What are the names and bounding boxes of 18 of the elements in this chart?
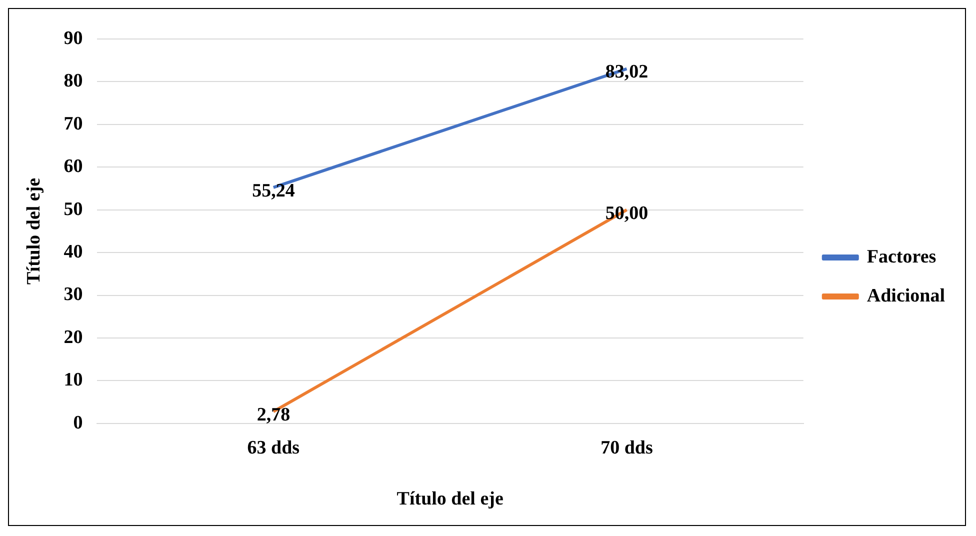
data-label: 2,78 — [256, 404, 290, 426]
y-tick-label: 60 — [64, 156, 83, 178]
x-tick-label: 70 dds — [600, 438, 653, 459]
data-label: 55,24 — [252, 180, 296, 202]
y-tick-label: 20 — [64, 326, 83, 348]
y-tick-label: 10 — [64, 370, 83, 391]
y-tick-label: 90 — [64, 28, 83, 49]
y-tick-label: 40 — [64, 241, 83, 262]
x-axis-title: Título del eje — [396, 488, 504, 510]
y-tick-label: 30 — [64, 284, 83, 306]
y-tick-label: 50 — [64, 198, 83, 220]
y-tick-label: 70 — [64, 113, 83, 134]
x-tick-label: 63 dds — [247, 438, 300, 459]
y-tick-label: 0 — [73, 412, 83, 434]
legend-label: Adicional — [866, 285, 945, 306]
y-axis-title: Título del eje — [23, 178, 44, 285]
y-tick-label: 80 — [64, 70, 83, 92]
legend-label: Factores — [866, 246, 936, 268]
